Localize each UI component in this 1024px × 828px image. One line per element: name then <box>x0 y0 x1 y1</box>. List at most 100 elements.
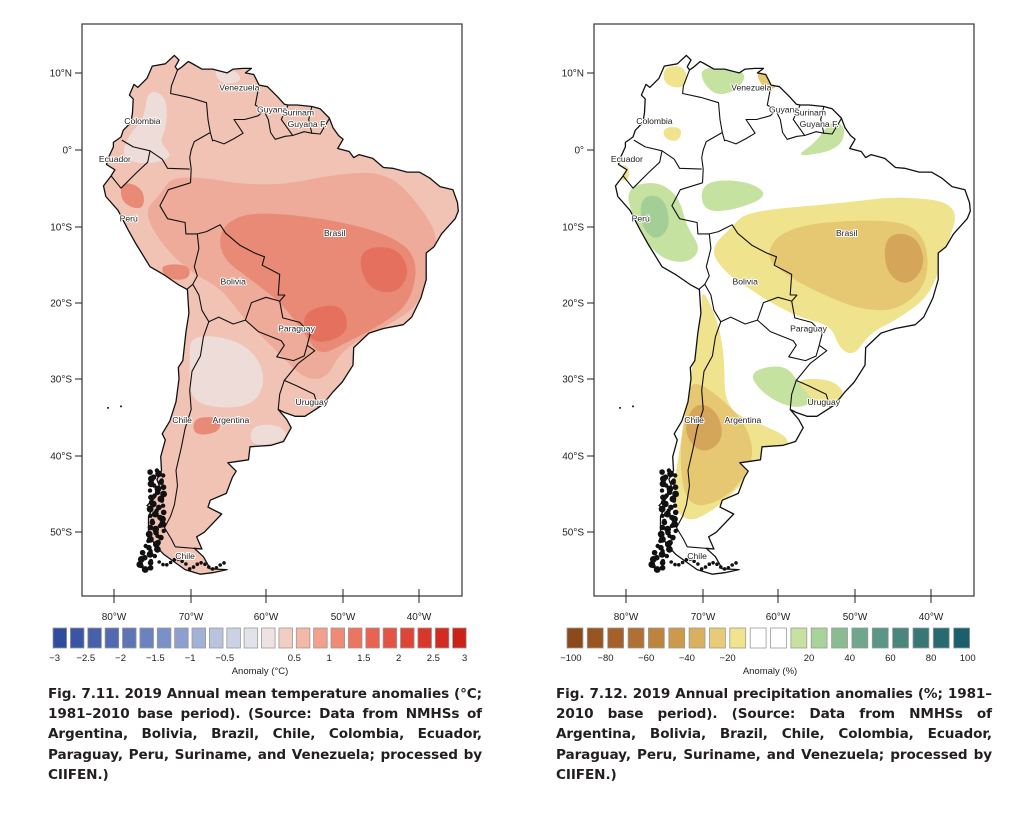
country-label: Bolivia <box>221 276 247 286</box>
fjord-island <box>199 561 203 565</box>
colorbar-legend: −3 −2.5 −2 −1.5 −1 −0.5 0.5 1 1.5 2 2.5 3 Anomaly (°… <box>49 627 467 677</box>
fjord-island <box>664 553 669 559</box>
country-border <box>245 301 311 362</box>
map-frame <box>81 23 463 597</box>
anomaly-region <box>193 417 221 435</box>
colorbar-tick-label: −60 <box>638 653 654 664</box>
anomaly-region <box>162 264 190 280</box>
colorbar-swatch <box>452 627 467 649</box>
fjord-island <box>176 557 181 561</box>
latitude-tick-label: 20°S <box>50 299 72 310</box>
colorbar-tick-label: 2.5 <box>427 653 440 664</box>
fjord-island <box>195 562 200 566</box>
fjord-island <box>180 559 184 563</box>
country-label: Surinam <box>794 108 826 118</box>
colorbar-swatch <box>749 627 767 649</box>
latitude-tick-label: 0° <box>62 146 72 157</box>
country-label: Chile <box>684 415 704 425</box>
colorbar-swatch <box>770 627 787 649</box>
figure-7-12-panel: 10°N 0° 10°S 20°S 30°S 40°S 50°S 80°W 70°W 60°W 50… <box>512 0 1024 828</box>
anomaly-region <box>220 213 416 353</box>
fjord-island <box>149 519 156 526</box>
anomaly-region <box>360 247 408 293</box>
fjord-island <box>660 494 666 501</box>
fjord-island <box>160 503 166 508</box>
fjord-island <box>158 534 164 541</box>
country-label: Colombia <box>636 116 673 126</box>
country-border <box>280 104 312 137</box>
fjord-island <box>658 505 666 513</box>
country-border <box>192 284 286 325</box>
fjord-island <box>157 523 163 529</box>
fjord-island <box>137 556 145 563</box>
country-border <box>675 321 722 550</box>
colorbar-tick-label: −1 <box>185 653 196 664</box>
fjord-island <box>659 565 666 571</box>
colorbar-swatch <box>122 627 137 649</box>
country-border <box>775 110 805 140</box>
fjord-island <box>184 562 188 566</box>
fjord-island <box>148 513 153 518</box>
fjord-island <box>651 563 656 569</box>
fjord-island <box>218 563 222 567</box>
fjord-island <box>146 538 151 544</box>
country-border <box>110 139 151 189</box>
precipitation-anomaly-map: 10°N 0° 10°S 20°S 30°S 40°S 50°S 80°W 70°W 60°W 50… <box>560 23 976 677</box>
latitude-tick-label: 10°S <box>562 223 584 234</box>
colorbar-tick-label: 80 <box>926 653 937 664</box>
fjord-island <box>146 505 154 513</box>
fjord-island <box>677 563 681 567</box>
country-label: Brasil <box>836 228 858 238</box>
fjord-island <box>669 560 673 564</box>
longitude-tick-label: 60°W <box>254 612 279 623</box>
fjord-island <box>152 483 157 488</box>
colorbar-tick-label: 0.5 <box>288 653 301 664</box>
country-border <box>661 150 702 170</box>
colorbar-swatch <box>400 627 415 649</box>
country-label: Paraguay <box>790 324 827 334</box>
fjord-island <box>158 479 164 486</box>
fjord-island <box>207 565 211 569</box>
country-label: Surinam <box>282 108 314 118</box>
fjord-island <box>658 551 666 558</box>
colorbar-title: Anomaly (%) <box>743 666 797 677</box>
fjord-island <box>696 562 700 566</box>
colorbar-swatch <box>871 627 889 649</box>
fjord-island <box>145 530 153 538</box>
anomaly-region <box>752 366 812 407</box>
colorbar-tick-label: 2 <box>396 653 401 664</box>
country-label: Guyana <box>257 105 287 115</box>
fjord-island <box>147 560 154 566</box>
fjord-island <box>673 562 677 567</box>
colorbar-swatch <box>191 627 207 649</box>
island <box>632 405 635 408</box>
colorbar-swatch <box>347 627 363 649</box>
fjord-island <box>147 565 154 571</box>
island <box>619 406 622 409</box>
latitude-tick-label: 40°S <box>50 452 72 463</box>
anomaly-region <box>701 180 764 211</box>
fjord-island <box>671 515 678 523</box>
anomaly-region <box>189 336 264 408</box>
country-border <box>671 182 712 291</box>
fjord-island <box>152 540 160 548</box>
fjord-island <box>660 513 665 518</box>
country-border <box>757 301 823 362</box>
fjord-island <box>160 509 167 516</box>
fjord-island <box>214 566 219 570</box>
fjord-island <box>157 560 161 564</box>
country-border <box>704 284 798 325</box>
fjord-island <box>661 519 668 526</box>
longitude-tick-label: 80°W <box>614 612 639 623</box>
longitude-tick-label: 50°W <box>331 612 356 623</box>
island <box>107 406 110 409</box>
fjord-island <box>703 565 708 569</box>
country-label: Paraguay <box>278 324 315 334</box>
country-border <box>682 69 726 142</box>
fjord-island <box>666 546 673 553</box>
country-label: Perú <box>632 214 650 224</box>
figure-7-11-panel: 10°N 0° 10°S 20°S 30°S 40°S 50°S 80°W 70°W 60°W 50… <box>48 23 482 783</box>
longitude-tick-label: 70°W <box>691 612 716 623</box>
fjord-island <box>222 561 226 565</box>
anomaly-region <box>701 67 745 95</box>
